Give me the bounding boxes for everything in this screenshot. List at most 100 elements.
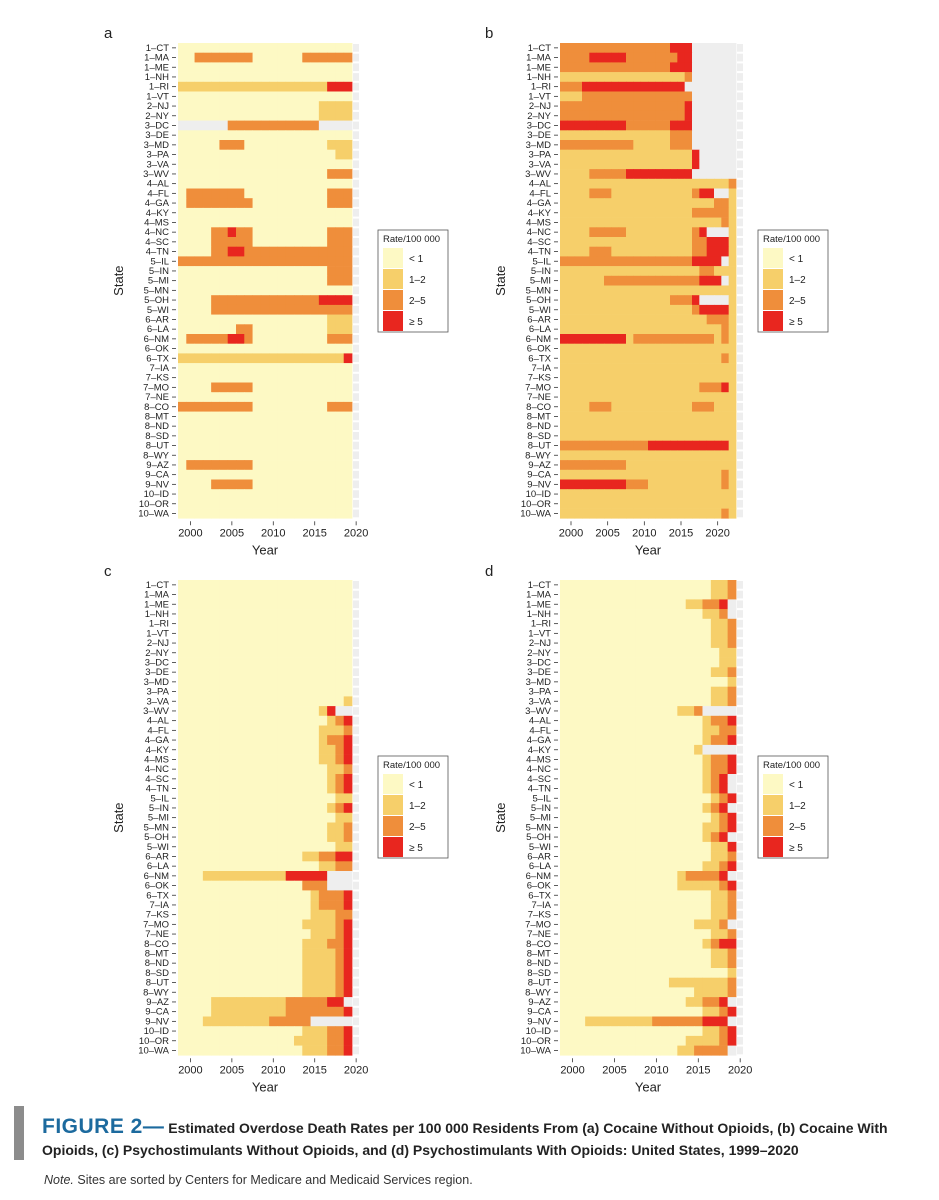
heatmap-cell	[219, 968, 229, 978]
legend-label: ≥ 5	[409, 317, 423, 328]
heatmap-cell	[285, 498, 295, 509]
heatmap-cell	[601, 997, 611, 1008]
heatmap-cell	[601, 657, 611, 668]
heatmap-cell	[710, 909, 720, 920]
heatmap-cell	[685, 851, 695, 862]
heatmap-cell	[710, 580, 720, 590]
heatmap-cell	[648, 285, 656, 296]
heatmap-cell	[640, 304, 649, 315]
heatmap-cell	[574, 479, 583, 490]
heatmap-cell	[604, 266, 612, 277]
heatmap-cell	[227, 657, 237, 668]
heatmap-cell	[692, 372, 700, 383]
heatmap-cell	[560, 52, 568, 63]
heatmap-cell	[260, 618, 270, 629]
heatmap-cell	[640, 266, 649, 277]
heatmap-cell	[227, 628, 237, 639]
heatmap-cell	[596, 285, 605, 296]
heatmap-cell	[260, 667, 270, 678]
heatmap-cell	[327, 246, 336, 257]
heatmap-cell	[335, 411, 345, 422]
heatmap-cell	[662, 43, 671, 53]
heatmap-cell	[244, 618, 253, 629]
heatmap-cell	[710, 774, 720, 784]
heatmap-cell	[227, 938, 237, 949]
heatmap-cell	[585, 686, 594, 697]
heatmap-cell	[660, 987, 670, 998]
heatmap-cell	[335, 479, 345, 490]
heatmap-cell	[244, 861, 253, 872]
heatmap-cell	[668, 919, 678, 930]
heatmap-cell	[252, 1016, 262, 1027]
heatmap-cell	[227, 812, 237, 823]
heatmap-cell	[269, 372, 278, 383]
state-tick-label: 9–AZ	[146, 997, 169, 1008]
heatmap-cell	[633, 334, 642, 344]
heatmap-cell	[219, 207, 229, 218]
heatmap-cell	[652, 754, 661, 765]
heatmap-cell	[294, 372, 303, 383]
heatmap-cell	[593, 851, 603, 862]
heatmap-cell	[589, 508, 598, 519]
heatmap-cell	[582, 246, 590, 257]
heatmap-panel-b: 1–CT1–MA1–ME1–NH1–RI1–VT2–NJ2–NY3–DC3–DE…	[485, 25, 829, 557]
heatmap-cell	[560, 140, 568, 150]
heatmap-cell	[640, 198, 649, 209]
heatmap-cell	[194, 81, 204, 92]
heatmap-cell	[327, 657, 336, 668]
heatmap-cell	[589, 120, 598, 131]
heatmap-cell	[227, 334, 237, 344]
heatmap-cell	[582, 479, 590, 490]
heatmap-cell	[710, 987, 720, 998]
heatmap-cell	[310, 411, 320, 422]
heatmap-cell	[202, 793, 212, 804]
heatmap-cell	[655, 401, 664, 412]
heatmap-cell	[710, 715, 720, 726]
heatmap-cell	[244, 832, 253, 843]
heatmap-cell	[699, 363, 708, 374]
heatmap-cell	[277, 599, 287, 610]
heatmap-cell	[611, 178, 620, 189]
heatmap-cell	[626, 110, 634, 121]
heatmap-cell	[660, 900, 670, 911]
heatmap-cell	[294, 227, 303, 238]
heatmap-cell	[585, 793, 594, 804]
heatmap-cell	[714, 43, 722, 53]
heatmap-cell	[178, 460, 187, 471]
heatmap-cell	[618, 363, 627, 374]
row-end-strip	[737, 959, 743, 967]
heatmap-cell	[627, 725, 636, 736]
heatmap-cell	[560, 178, 568, 189]
heatmap-cell	[343, 677, 353, 687]
heatmap-cell	[269, 1006, 278, 1017]
heatmap-cell	[585, 599, 594, 610]
heatmap-cell	[343, 822, 353, 833]
heatmap-cell	[574, 392, 583, 403]
heatmap-cell	[244, 589, 253, 600]
heatmap-cell	[560, 638, 569, 649]
heatmap-cell	[310, 198, 320, 209]
heatmap-cell	[310, 997, 320, 1008]
heatmap-cell	[604, 62, 612, 73]
heatmap-cell	[706, 256, 715, 267]
heatmap-cell	[692, 353, 700, 364]
heatmap-cell	[211, 52, 220, 63]
heatmap-cell	[643, 599, 653, 610]
heatmap-cell	[589, 91, 598, 102]
heatmap-cell	[574, 52, 583, 63]
heatmap-cell	[202, 256, 212, 267]
heatmap-cell	[178, 498, 187, 509]
heatmap-cell	[202, 460, 212, 471]
heatmap-cell	[699, 343, 708, 354]
heatmap-cell	[727, 851, 737, 862]
heatmap-cell	[684, 266, 693, 277]
heatmap-cell	[269, 304, 278, 315]
heatmap-cell	[244, 725, 253, 736]
heatmap-cell	[269, 871, 278, 881]
heatmap-cell	[186, 638, 195, 649]
state-tick-label: 4–TN	[146, 247, 169, 258]
heatmap-cell	[589, 343, 598, 354]
heatmap-cell	[302, 275, 311, 286]
heatmap-cell	[211, 900, 220, 911]
heatmap-cell	[567, 392, 576, 403]
